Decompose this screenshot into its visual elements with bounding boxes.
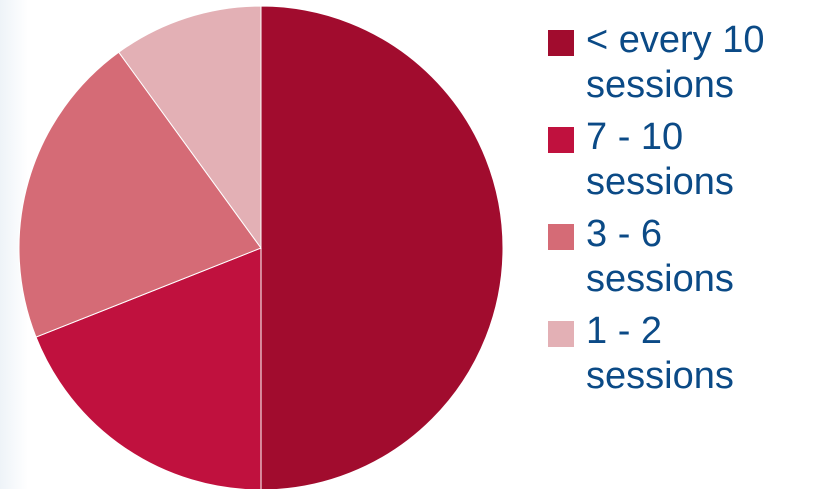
pie-slice-3 [118,5,262,250]
pie-slice-1 [35,247,262,489]
legend-label-line-1: 1 - 2 [586,310,663,352]
legend-label-line-1: 3 - 6 [586,213,663,255]
legend-item-7-10-sessions: 7 - 10 sessions [548,115,823,205]
chart-legend: < every 10 sessions 7 - 10 sessions 3 - … [548,18,823,406]
legend-item-every-10-sessions: < every 10 sessions [548,18,823,108]
legend-swatch-3-6-sessions [548,224,574,250]
pie-slice-2 [18,51,262,338]
pie-chart [18,5,504,489]
legend-swatch-7-10-sessions [548,127,574,153]
legend-item-3-6-sessions: 3 - 6 sessions [548,212,823,302]
legend-item-1-2-sessions: 1 - 2 sessions [548,309,823,399]
pie-slice-0 [260,5,504,489]
legend-swatch-1-2-sessions [548,321,574,347]
legend-label-line-2: sessions [586,258,734,300]
legend-label-line-2: sessions [586,161,734,203]
legend-swatch-every-10-sessions [548,30,574,56]
legend-label-line-2: sessions [586,355,734,397]
legend-label-line-1: < every 10 [586,19,765,61]
legend-label-line-1: 7 - 10 [586,116,684,158]
legend-label-line-2: sessions [586,64,734,106]
